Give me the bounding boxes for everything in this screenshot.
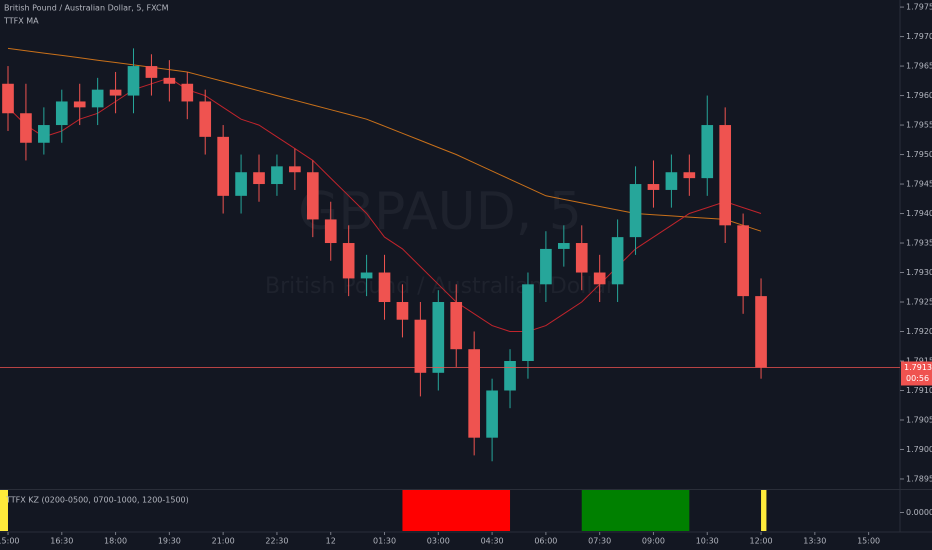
candle-body <box>575 243 588 273</box>
candle-body <box>486 390 498 438</box>
indicator-label: TTFX KZ (0200-0500, 0700-1000, 1200-1500… <box>5 496 189 505</box>
x-tick-label: 04:30 <box>481 537 504 546</box>
candle-body <box>38 125 50 143</box>
x-tick-label: 12:00 <box>750 537 773 546</box>
candle-body <box>522 284 534 361</box>
x-tick-label: 03:00 <box>427 537 450 546</box>
candle-body <box>306 172 319 220</box>
x-tick-label: 07:30 <box>588 537 611 546</box>
x-tick-label: 15:00 <box>857 537 880 546</box>
chart-title: British Pound / Australian Dollar, 5, FX… <box>4 4 169 13</box>
watermark: GBPAUD, 5 <box>298 182 582 242</box>
x-tick-label: 21:00 <box>212 537 235 546</box>
y-tick-label: 1.79000 <box>906 445 932 454</box>
x-tick-label: 18:00 <box>104 537 127 546</box>
x-tick-label: 01:30 <box>373 537 396 546</box>
candle-body <box>271 166 283 185</box>
y-tick-label: 1.79350 <box>906 239 932 248</box>
candle-body <box>611 237 624 285</box>
candle-body <box>324 219 337 244</box>
candle-body <box>163 77 176 84</box>
candle-body <box>253 172 265 185</box>
candle-body <box>701 125 714 179</box>
y-tick-label: 1.79500 <box>906 150 932 159</box>
indicator-tick-label: 0.0000 <box>906 508 932 517</box>
candle-body <box>20 113 32 143</box>
x-tick-label: 15:00 <box>0 537 20 546</box>
y-tick-label: 1.78950 <box>906 474 932 483</box>
candle-body <box>145 66 158 78</box>
y-tick-label: 1.79650 <box>906 62 932 71</box>
candle-body <box>432 302 445 373</box>
session-zone <box>0 490 8 531</box>
candle-body <box>2 83 14 114</box>
y-tick-label: 1.79050 <box>906 415 932 424</box>
candle-body <box>91 89 104 108</box>
y-tick-label: 1.79550 <box>906 121 932 130</box>
x-tick-label: 10:30 <box>696 537 719 546</box>
x-tick-label: 16:30 <box>50 537 73 546</box>
last-price-box <box>901 361 932 386</box>
last-price-label: 1.79139 <box>904 363 932 372</box>
x-tick-label: 06:00 <box>534 537 557 546</box>
candle-body <box>540 248 552 285</box>
candle-body <box>683 172 696 179</box>
candle-body <box>414 319 427 373</box>
candle-body <box>468 349 480 438</box>
candle-body <box>73 101 86 108</box>
candle-body <box>342 243 355 279</box>
candle-body <box>199 101 212 137</box>
candle-body <box>181 83 194 102</box>
x-tick-label: 09:00 <box>642 537 665 546</box>
countdown: 00:56 <box>906 374 929 383</box>
candle-body <box>629 184 642 238</box>
y-tick-label: 1.79750 <box>906 3 932 12</box>
y-tick-label: 1.79600 <box>906 91 932 100</box>
candle-body <box>719 125 732 226</box>
ma-label: TTFX MA <box>3 17 39 26</box>
candle-body <box>450 302 463 350</box>
y-tick-label: 1.79100 <box>906 386 932 395</box>
x-tick-label: 13:30 <box>803 537 826 546</box>
candle-body <box>593 272 606 285</box>
session-zone <box>402 490 511 531</box>
main-pane <box>2 47 767 462</box>
indicator-pane <box>0 490 767 531</box>
candle-body <box>109 89 122 96</box>
session-zone <box>761 490 767 531</box>
candle-body <box>127 66 140 96</box>
candle-body <box>737 225 749 297</box>
candle-body <box>755 296 767 368</box>
candle-body <box>55 101 68 126</box>
candle-body <box>289 166 301 173</box>
candle-body <box>378 272 391 303</box>
session-zone <box>581 490 690 531</box>
x-tick-label: 19:30 <box>158 537 181 546</box>
candle-body <box>665 172 678 190</box>
x-tick-label: 22:30 <box>265 537 288 546</box>
y-tick-label: 1.79450 <box>906 180 932 189</box>
y-tick-label: 1.79200 <box>906 327 932 336</box>
candle-body <box>396 302 409 320</box>
y-tick-label: 1.79700 <box>906 32 932 41</box>
candle-body <box>217 136 229 196</box>
y-tick-label: 1.79150 <box>906 356 932 365</box>
y-tick-label: 1.79250 <box>906 298 932 307</box>
y-tick-label: 1.79300 <box>906 268 932 277</box>
x-tick-label: 12 <box>326 537 336 546</box>
candle-body <box>235 172 247 196</box>
y-tick-label: 1.79400 <box>906 209 932 218</box>
candle-body <box>557 243 570 249</box>
candle-body <box>647 184 660 190</box>
candle-body <box>504 360 516 391</box>
candle-body <box>360 272 373 279</box>
